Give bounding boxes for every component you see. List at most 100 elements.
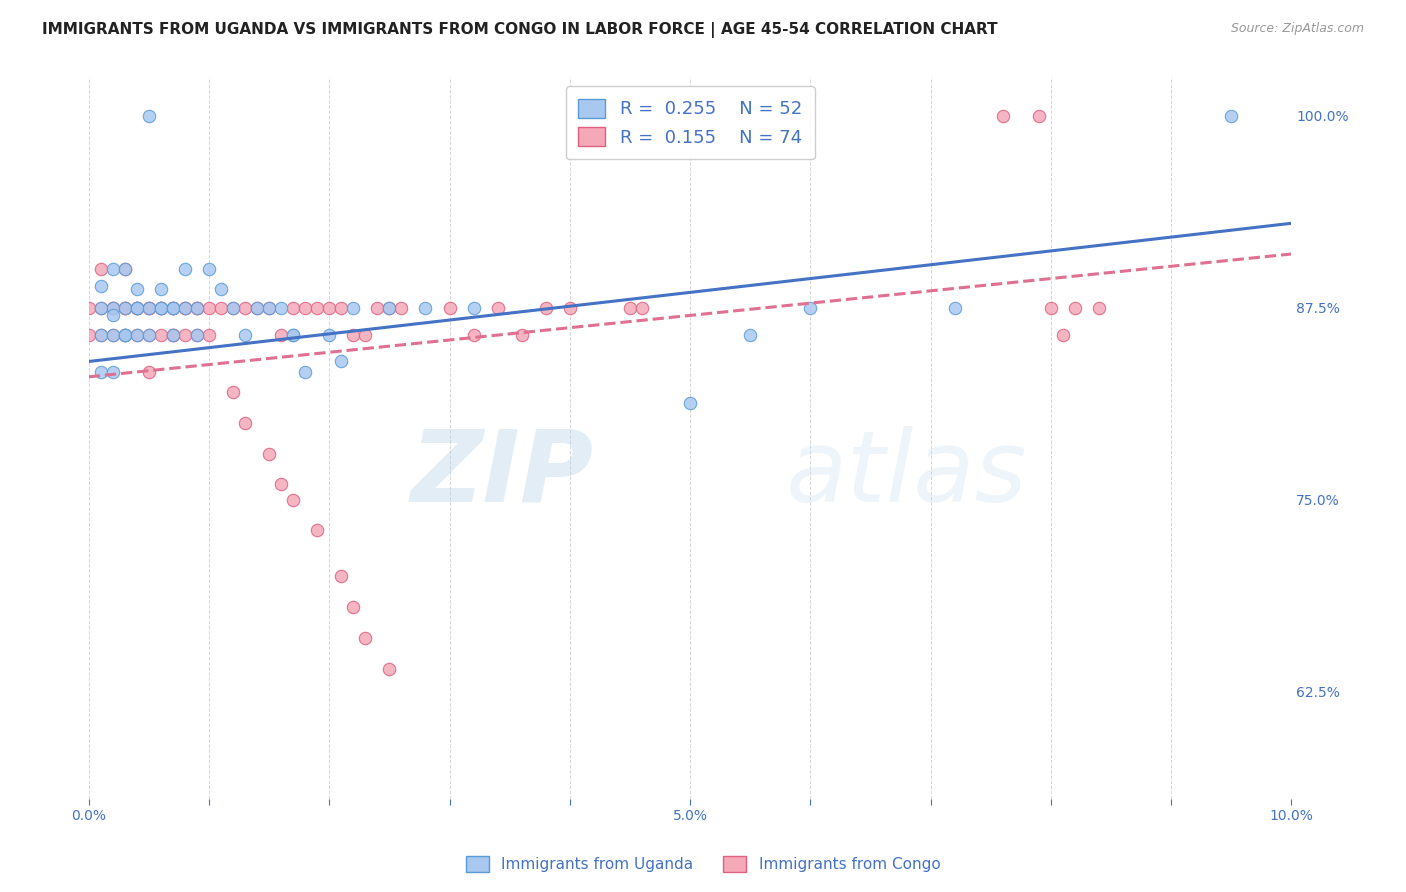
Point [149, 301, 172, 315]
Point [114, 301, 136, 315]
Text: atlas: atlas [786, 425, 1028, 523]
Point [1039, 301, 1062, 315]
Point [342, 600, 364, 615]
Point [162, 301, 184, 315]
Point [222, 385, 245, 400]
Point [354, 631, 377, 645]
Point [125, 282, 148, 296]
Point [283, 492, 305, 507]
Text: IMMIGRANTS FROM UGANDA VS IMMIGRANTS FROM CONGO IN LABOR FORCE | AGE 45-54 CORRE: IMMIGRANTS FROM UGANDA VS IMMIGRANTS FRO… [42, 22, 998, 38]
Legend: R =  0.255    N = 52, R =  0.155    N = 74: R = 0.255 N = 52, R = 0.155 N = 74 [565, 87, 814, 160]
Legend: Immigrants from Uganda, Immigrants from Congo: Immigrants from Uganda, Immigrants from … [458, 848, 948, 880]
Point [679, 396, 702, 410]
Point [174, 301, 197, 315]
Point [90, 328, 112, 343]
Point [114, 328, 136, 343]
Point [257, 447, 280, 461]
Point [209, 282, 232, 296]
Point [1088, 301, 1111, 315]
Point [222, 301, 245, 315]
Point [186, 328, 208, 343]
Text: Source: ZipAtlas.com: Source: ZipAtlas.com [1230, 22, 1364, 36]
Point [138, 109, 160, 123]
Point [174, 262, 197, 277]
Point [186, 328, 208, 343]
Point [318, 328, 340, 343]
Point [198, 301, 221, 315]
Point [198, 328, 221, 343]
Point [101, 301, 124, 315]
Point [149, 282, 172, 296]
Point [162, 328, 184, 343]
Point [1063, 301, 1085, 315]
Point [125, 301, 148, 315]
Point [174, 328, 197, 343]
Point [174, 301, 197, 315]
Point [307, 524, 329, 538]
Point [270, 301, 292, 315]
Point [740, 328, 762, 343]
Point [138, 301, 160, 315]
Point [174, 301, 197, 315]
Point [101, 365, 124, 379]
Point [138, 328, 160, 343]
Point [257, 301, 280, 315]
Point [631, 301, 654, 315]
Point [101, 301, 124, 315]
Point [77, 328, 100, 343]
Point [90, 365, 112, 379]
Point [138, 301, 160, 315]
Point [283, 328, 305, 343]
Point [149, 301, 172, 315]
Point [125, 328, 148, 343]
Point [125, 301, 148, 315]
Point [125, 301, 148, 315]
Point [198, 262, 221, 277]
Point [186, 301, 208, 315]
Point [138, 328, 160, 343]
Point [186, 301, 208, 315]
Point [101, 309, 124, 323]
Point [463, 301, 485, 315]
Point [558, 301, 581, 315]
Point [1052, 328, 1074, 343]
Point [342, 328, 364, 343]
Point [77, 301, 100, 315]
Point [391, 301, 413, 315]
Point [186, 301, 208, 315]
Point [294, 301, 316, 315]
Point [378, 301, 401, 315]
Point [294, 365, 316, 379]
Point [486, 301, 509, 315]
Point [125, 301, 148, 315]
Point [283, 301, 305, 315]
Point [90, 279, 112, 293]
Point [114, 262, 136, 277]
Point [162, 301, 184, 315]
Point [114, 328, 136, 343]
Point [162, 328, 184, 343]
Point [991, 109, 1014, 123]
Point [162, 328, 184, 343]
Point [90, 328, 112, 343]
Point [378, 662, 401, 676]
Point [149, 301, 172, 315]
Point [222, 301, 245, 315]
Point [138, 365, 160, 379]
Point [162, 301, 184, 315]
Point [283, 328, 305, 343]
Point [463, 328, 485, 343]
Point [114, 301, 136, 315]
Point [246, 301, 269, 315]
Point [799, 301, 821, 315]
Point [149, 328, 172, 343]
Point [101, 328, 124, 343]
Point [209, 301, 232, 315]
Point [90, 262, 112, 277]
Point [101, 301, 124, 315]
Point [318, 301, 340, 315]
Point [90, 301, 112, 315]
Point [415, 301, 437, 315]
Point [943, 301, 966, 315]
Point [534, 301, 557, 315]
